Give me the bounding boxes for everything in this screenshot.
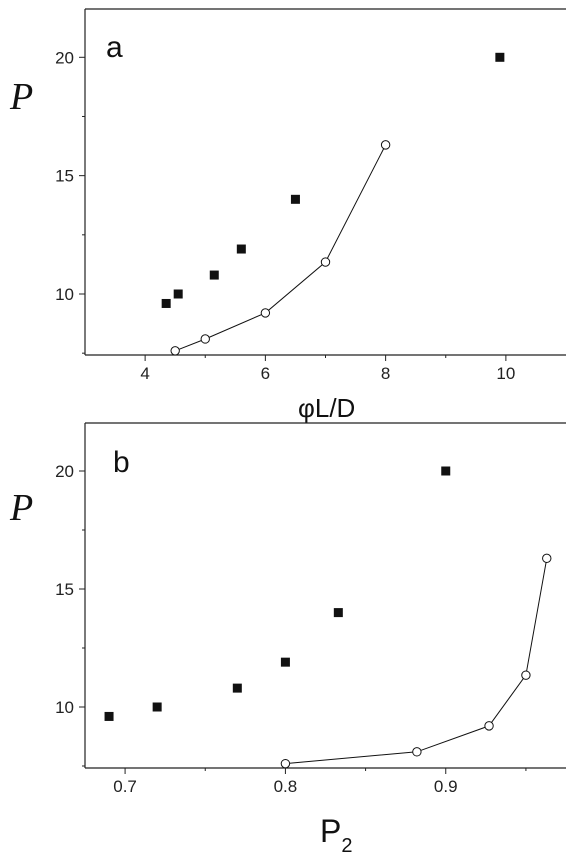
- x-tick-label: 0.7: [113, 777, 137, 796]
- x-tick-label: 0.9: [434, 777, 458, 796]
- data-point-square: [161, 298, 171, 308]
- panel-b-ticks: [79, 470, 527, 774]
- x-tick-label: 10: [496, 364, 515, 383]
- panel-b-x-axis-label-main: P: [320, 813, 341, 849]
- x-tick-label: 8: [381, 364, 390, 383]
- y-tick-label: 20: [55, 48, 74, 67]
- y-tick-label: 20: [55, 462, 74, 481]
- series-line: [285, 558, 548, 765]
- x-tick-label: 4: [140, 364, 149, 383]
- panel-a-lines: [175, 144, 387, 352]
- data-point-square: [152, 702, 162, 712]
- panel-a-y-axis-label: P: [9, 76, 33, 118]
- panel-a-marks: [161, 52, 505, 356]
- data-point-circle: [484, 721, 494, 731]
- data-point-square: [173, 289, 183, 299]
- panel-a-x-axis-label: φL/D: [298, 393, 355, 423]
- data-point-square: [333, 608, 343, 618]
- data-point-circle: [380, 140, 391, 150]
- panel-b-x-axis-label: P2: [320, 813, 352, 856]
- data-point-circle: [412, 747, 422, 757]
- panel-a-tick-labels: 10 15 20 4 6 8 10: [55, 48, 515, 383]
- data-point-circle: [280, 758, 291, 769]
- panel-b-x-axis-label-subscript: 2: [341, 835, 352, 856]
- data-point-square: [495, 52, 505, 62]
- data-point-circle: [521, 670, 531, 680]
- panel-a-frame: [84, 8, 566, 356]
- y-tick-label: 15: [55, 167, 74, 186]
- y-tick-label: 10: [55, 285, 74, 304]
- panel-b-letter: b: [113, 446, 130, 479]
- panel-b-frame: [84, 422, 566, 769]
- panel-b-tick-labels: 10 15 20 0.7 0.8 0.9: [55, 462, 457, 796]
- data-point-circle: [170, 346, 180, 356]
- data-point-circle: [320, 257, 331, 267]
- data-point-square: [236, 244, 246, 254]
- panel-b-lines: [285, 558, 548, 765]
- data-point-circle: [200, 334, 210, 344]
- series-line: [175, 144, 387, 352]
- data-point-square: [209, 270, 219, 280]
- y-tick-label: 15: [55, 580, 74, 599]
- data-point-square: [441, 466, 451, 476]
- panel-a: 10 15 20 4 6 8 10 a P φL/D: [9, 8, 566, 423]
- data-point-circle: [260, 308, 271, 318]
- panel-a-letter: a: [106, 31, 123, 64]
- panel-a-ticks: [79, 56, 507, 361]
- data-point-square: [104, 711, 114, 721]
- panel-b-marks: [104, 466, 552, 769]
- panel-b-y-axis-label: P: [9, 487, 33, 529]
- data-point-circle: [542, 553, 552, 564]
- y-tick-label: 10: [55, 698, 74, 717]
- x-tick-label: 0.8: [274, 777, 298, 796]
- data-point-square: [232, 683, 242, 693]
- x-tick-label: 6: [261, 364, 270, 383]
- data-point-square: [280, 657, 290, 667]
- data-point-square: [290, 194, 300, 204]
